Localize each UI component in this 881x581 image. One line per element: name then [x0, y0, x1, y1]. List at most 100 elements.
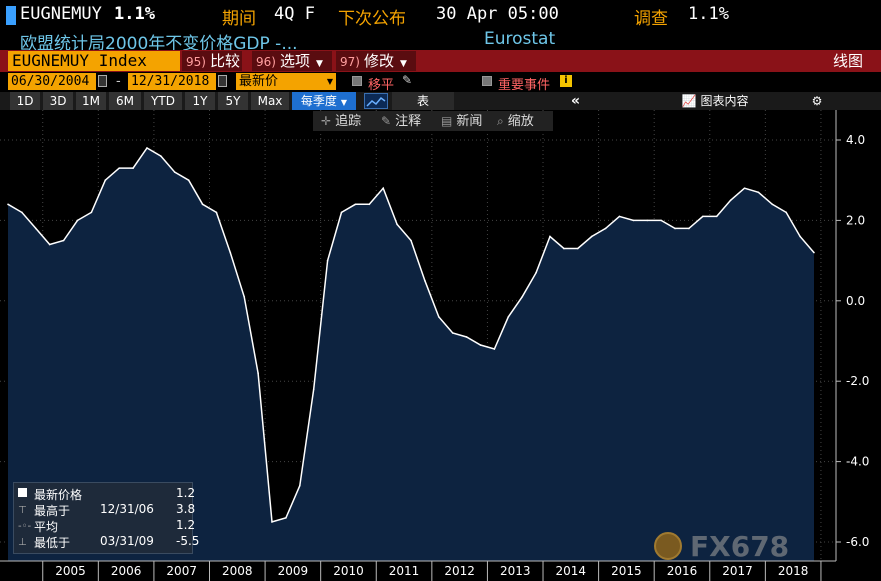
data-point	[785, 211, 788, 214]
line-chart-label[interactable]: 线图	[832, 52, 863, 70]
x-tick-label: 2016	[667, 564, 698, 578]
calendar-icon[interactable]	[98, 75, 107, 87]
data-point	[576, 247, 579, 250]
data-point	[326, 259, 329, 262]
data-point	[493, 348, 496, 350]
collapse-button[interactable]: «	[458, 92, 638, 110]
edit-button[interactable]: 97) 修改 ▼	[336, 51, 416, 71]
data-point	[535, 271, 537, 274]
info-icon[interactable]: i	[560, 75, 572, 87]
price-type-value: 最新价	[239, 74, 279, 89]
price-type-select[interactable]: 最新价 ▼	[236, 73, 336, 90]
legend-high-label: 最高于	[34, 504, 71, 518]
x-tick-label: 2008	[222, 564, 253, 578]
data-point	[465, 336, 468, 338]
legend-avg-label: 平均	[34, 520, 59, 534]
legend-last-label: 最新价格	[34, 488, 83, 502]
y-tick-label: -6.0	[846, 535, 869, 549]
data-point	[437, 316, 440, 318]
legend-last-value: 1.2	[176, 486, 196, 500]
data-point	[271, 521, 273, 523]
watermark-text: FX678	[690, 530, 790, 563]
range-1y-button[interactable]: 1Y	[185, 92, 215, 110]
data-point	[590, 235, 593, 238]
start-date-input[interactable]: 06/30/2004	[8, 73, 96, 90]
x-tick-label: 2013	[500, 564, 531, 578]
zoom-tool[interactable]: ⌕ 缩放	[497, 112, 534, 130]
data-point	[521, 295, 523, 298]
header-row: EUGNEMUY 1.1% 期间 4Q F 下次公布 30 Apr 05:00 …	[0, 0, 881, 29]
shift-checkbox[interactable]	[352, 76, 362, 86]
data-point	[618, 215, 621, 218]
calendar-icon[interactable]	[218, 75, 227, 87]
x-tick-label: 2006	[111, 564, 142, 578]
legend-low: ⊥ 最低于 03/31/09 -5.5	[18, 534, 199, 550]
ticker-symbol: EUGNEMUY	[20, 4, 102, 24]
annotate-tool[interactable]: ✎ 注释	[381, 112, 421, 130]
average-marker-icon: -◦-	[18, 521, 32, 532]
newspaper-icon: ▤	[441, 114, 453, 128]
y-tick-label: 0.0	[846, 294, 865, 308]
crosshair-icon: ✛	[321, 114, 332, 128]
data-point	[479, 344, 482, 346]
data-point	[396, 223, 398, 226]
chart-content-label: 图表内容	[700, 94, 749, 108]
range-1m-button[interactable]: 1M	[76, 92, 106, 110]
data-point	[702, 215, 704, 218]
data-point	[7, 203, 9, 206]
x-tick-label: 2015	[611, 564, 642, 578]
news-tool[interactable]: ▤ 新闻	[441, 112, 482, 130]
options-button[interactable]: 96) 选项 ▼	[252, 51, 332, 71]
pencil-icon[interactable]: ✎	[402, 73, 413, 87]
data-point	[354, 203, 357, 206]
data-point	[771, 203, 774, 206]
x-axis-band	[0, 561, 881, 581]
data-point	[507, 316, 510, 318]
high-marker-icon: ⊤	[18, 505, 27, 516]
source-label: Eurostat	[484, 29, 556, 49]
track-tool[interactable]: ✛ 追踪	[321, 112, 361, 130]
period-label: 期间	[222, 9, 256, 29]
events-checkbox[interactable]	[482, 76, 492, 86]
range-1d-button[interactable]: 1D	[10, 92, 40, 110]
security-description: 欧盟统计局2000年不变价格GDP -...	[20, 34, 298, 54]
options-num: 96)	[256, 55, 276, 69]
chart-content-button[interactable]: 📈 图表内容	[640, 92, 790, 110]
description-row: 欧盟统计局2000年不变价格GDP -... Eurostat	[0, 28, 881, 54]
data-point	[410, 239, 412, 242]
range-ytd-button[interactable]: YTD	[144, 92, 182, 110]
end-date-input[interactable]: 12/31/2018	[128, 73, 216, 90]
data-point	[813, 251, 815, 254]
table-button[interactable]: 表	[392, 92, 454, 110]
gear-icon[interactable]: ⚙	[800, 92, 834, 110]
x-tick-label: 2007	[166, 564, 197, 578]
menu-bar: EUGNEMUY Index 95) 比较 96) 选项 ▼ 97) 修改 ▼ 线图	[0, 50, 881, 72]
data-point	[257, 372, 259, 374]
data-point	[604, 227, 607, 230]
frequency-select[interactable]: 每季度 ▼	[292, 92, 356, 110]
data-point	[674, 227, 676, 230]
data-point	[215, 211, 218, 214]
date-bar: 06/30/2004 - 12/31/2018 最新价 ▼ 移平 ✎ 重要事件 i	[0, 72, 881, 93]
edit-label: 修改	[363, 52, 394, 70]
data-point	[118, 167, 120, 169]
compare-button[interactable]: 95) 比较	[182, 51, 242, 71]
data-point	[312, 388, 315, 391]
range-5y-button[interactable]: 5Y	[218, 92, 248, 110]
line-chart-icon[interactable]	[364, 93, 388, 109]
data-point	[229, 251, 232, 254]
annotate-label: 注释	[395, 114, 422, 129]
data-point	[21, 211, 23, 214]
range-6m-button[interactable]: 6M	[109, 92, 141, 110]
data-point	[660, 219, 662, 222]
compare-label: 比较	[209, 52, 240, 70]
x-tick-label: 2011	[389, 564, 420, 578]
range-max-button[interactable]: Max	[251, 92, 289, 110]
legend-low-label: 最低于	[34, 536, 71, 550]
data-point	[757, 191, 760, 194]
range-3d-button[interactable]: 3D	[43, 92, 73, 110]
chart-legend[interactable]: 最新价格 1.2 ⊤ 最高于 12/31/06 3.8 -◦- 平均 1.2 ⊥…	[13, 482, 199, 554]
ticker-marker	[6, 6, 16, 25]
ticker-input[interactable]: EUGNEMUY Index	[8, 51, 180, 71]
y-tick-label: 4.0	[846, 133, 865, 147]
